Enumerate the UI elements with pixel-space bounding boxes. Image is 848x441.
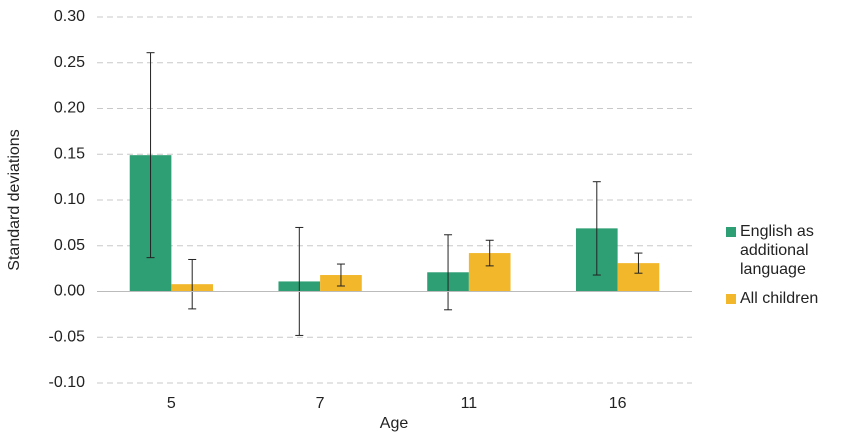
y-tick-label: 0.30 (54, 8, 85, 25)
x-tick-label: 11 (461, 395, 478, 412)
legend-swatch (726, 294, 736, 304)
legend-swatch (726, 227, 736, 237)
y-tick-label: 0.00 (54, 283, 85, 300)
legend-item: English as additional language (726, 222, 844, 279)
x-tick-label: 16 (609, 395, 627, 412)
legend-label: English as additional language (740, 223, 814, 278)
x-tick-label: 5 (167, 395, 176, 412)
y-tick-label: 0.25 (54, 54, 85, 71)
y-tick-label: -0.10 (49, 374, 86, 391)
legend-item: All children (726, 289, 844, 308)
y-tick-label: 0.15 (54, 145, 85, 162)
y-tick-label: -0.05 (49, 328, 86, 345)
y-tick-label: 0.10 (54, 191, 85, 208)
legend-label: All children (740, 290, 819, 307)
y-tick-label: 0.20 (54, 100, 85, 117)
x-tick-label: 7 (316, 395, 325, 412)
y-tick-label: 0.05 (54, 237, 85, 254)
legend: English as additional language All childr… (726, 222, 844, 318)
x-axis-label: Age (380, 415, 409, 432)
y-axis-label: Standard deviations (6, 129, 23, 270)
